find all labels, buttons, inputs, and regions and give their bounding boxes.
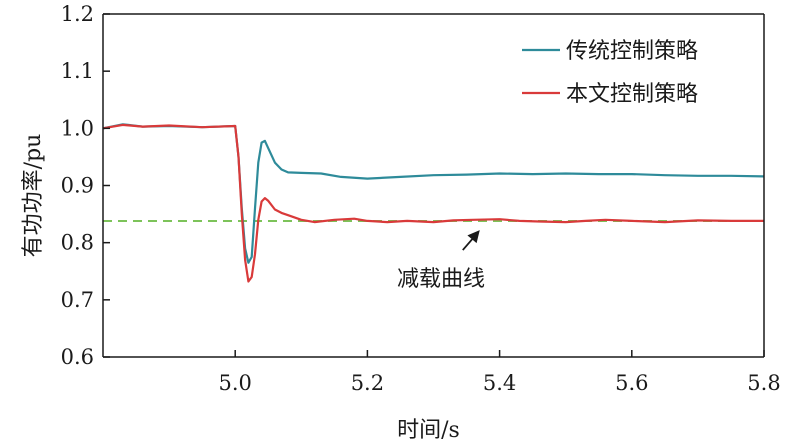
plot-area [102,123,765,283]
y-tick-label: 0.6 [61,345,94,369]
x-tick-label: 5.4 [483,371,516,395]
legend-label-2: 本文控制策略 [566,82,698,107]
y-tick-label: 1.2 [61,2,94,26]
x-axis-title: 时间/s [397,418,460,443]
y-tick-label: 0.8 [61,231,94,255]
y-tick-label: 1.1 [61,59,94,83]
annotation-arrow-head [467,230,480,244]
y-tick-label: 0.7 [61,288,94,312]
legend-label-1: 传统控制策略 [566,39,698,64]
x-tick-label: 5.8 [747,371,780,395]
y-axis-title: 有功功率/pu [21,134,46,258]
series-line-2 [102,123,764,283]
series-line-1 [102,123,765,264]
x-tick-label: 5.6 [615,371,648,395]
axes [102,13,765,358]
x-tick-label: 5.0 [218,371,251,395]
labels: 0.6 0.7 0.8 0.9 1.0 1.1 1.2 5.0 5.2 5.4 5.6 5.8 时间/s… [21,2,781,443]
y-tick-label: 0.9 [61,174,94,198]
x-tick-label: 5.2 [351,371,384,395]
y-tick-label: 1.0 [61,116,94,140]
annotation-label: 减载曲线 [397,267,485,292]
